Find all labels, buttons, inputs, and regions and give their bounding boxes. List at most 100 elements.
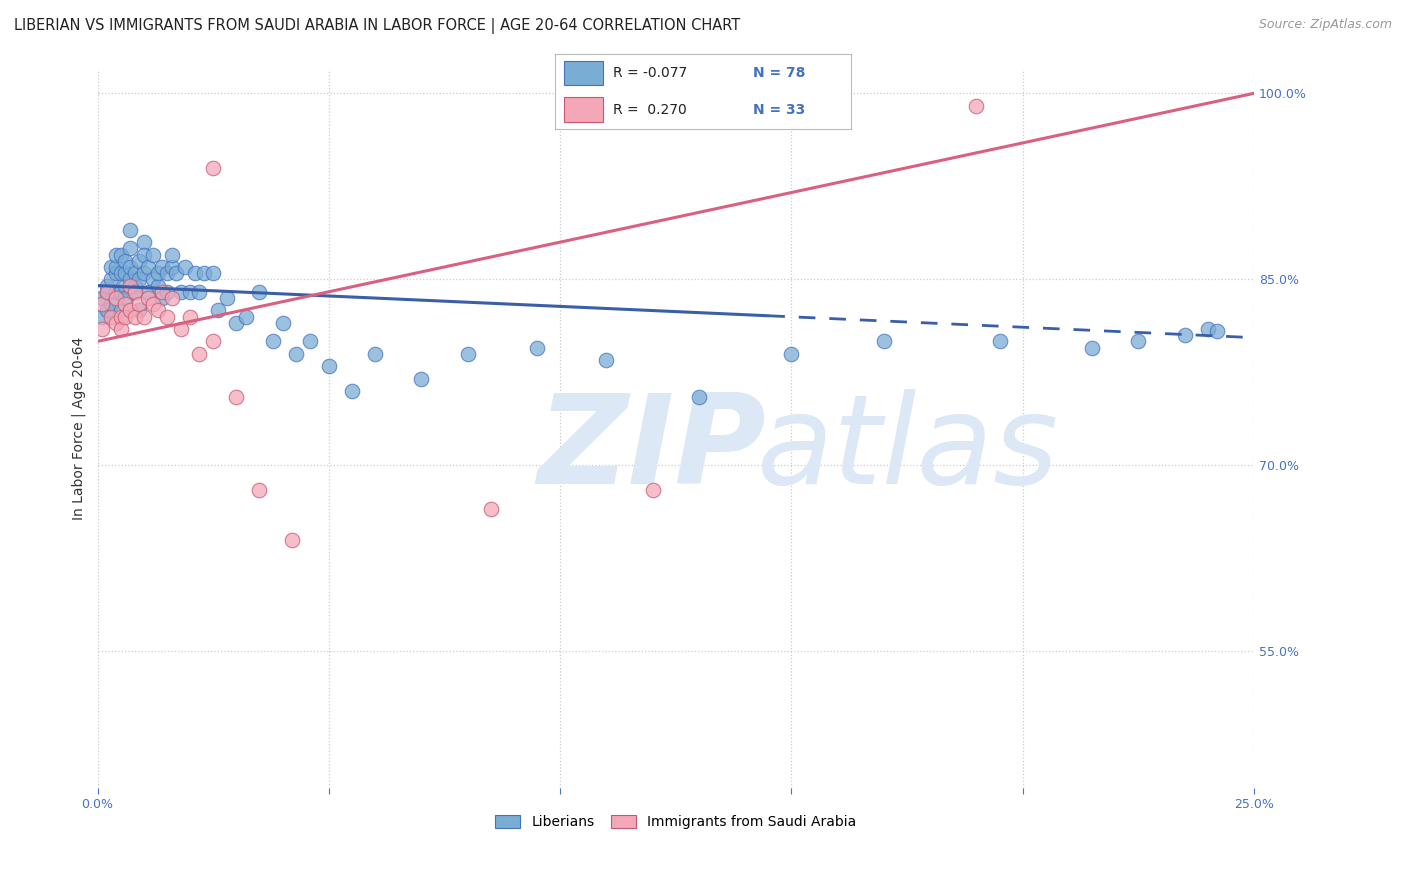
Point [128, 253, 150, 268]
FancyBboxPatch shape [564, 97, 603, 122]
Point [202, 266, 225, 280]
Point [235, 310, 257, 324]
Point [124, 285, 146, 299]
Point [110, 285, 132, 299]
Point [100, 297, 122, 311]
Point [100, 272, 122, 286]
Point [150, 260, 173, 274]
Text: atlas: atlas [756, 389, 1059, 510]
Point [96, 285, 118, 299]
Point [96, 278, 118, 293]
Point [118, 278, 141, 293]
Point [105, 266, 128, 280]
Point [160, 247, 183, 261]
Point [105, 291, 128, 305]
Point [225, 390, 247, 404]
Point [249, 483, 271, 498]
Point [124, 278, 146, 293]
Point [142, 272, 165, 286]
Point [1173, 328, 1195, 343]
Point [118, 260, 141, 274]
Point [124, 310, 146, 324]
Point [988, 334, 1011, 349]
Point [1128, 334, 1150, 349]
Point [1081, 341, 1104, 355]
Point [118, 272, 141, 286]
Text: N = 33: N = 33 [754, 103, 806, 117]
Point [142, 297, 165, 311]
Point [688, 390, 710, 404]
Point [202, 334, 225, 349]
Point [170, 322, 193, 336]
Point [299, 334, 322, 349]
Point [91, 297, 114, 311]
Point [1206, 325, 1229, 339]
Point [262, 334, 284, 349]
Point [188, 285, 211, 299]
Point [114, 278, 136, 293]
Point [110, 303, 132, 318]
Point [124, 266, 146, 280]
Point [873, 334, 896, 349]
Point [114, 297, 136, 311]
Point [285, 347, 308, 361]
Point [160, 260, 183, 274]
Point [110, 322, 132, 336]
Point [150, 285, 173, 299]
Point [132, 310, 155, 324]
Point [118, 223, 141, 237]
Text: N = 78: N = 78 [754, 66, 806, 80]
Point [110, 266, 132, 280]
Point [271, 316, 294, 330]
Point [138, 291, 160, 305]
Point [318, 359, 340, 374]
Point [105, 285, 128, 299]
Point [114, 253, 136, 268]
Point [281, 533, 304, 547]
Point [100, 310, 122, 324]
Point [96, 285, 118, 299]
Point [215, 291, 238, 305]
Point [146, 303, 169, 318]
Point [780, 347, 803, 361]
Point [249, 285, 271, 299]
Point [965, 99, 987, 113]
FancyBboxPatch shape [564, 62, 603, 86]
Text: R = -0.077: R = -0.077 [613, 66, 688, 80]
Point [110, 247, 132, 261]
Point [641, 483, 664, 498]
Point [146, 266, 169, 280]
Point [207, 303, 229, 318]
Point [110, 310, 132, 324]
Point [91, 291, 114, 305]
Point [526, 341, 548, 355]
Point [411, 371, 433, 385]
Point [174, 260, 197, 274]
Point [364, 347, 387, 361]
Point [179, 285, 201, 299]
Point [457, 347, 479, 361]
Point [142, 247, 165, 261]
Text: R =  0.270: R = 0.270 [613, 103, 686, 117]
Point [118, 241, 141, 255]
Point [1197, 322, 1219, 336]
Point [132, 266, 155, 280]
Point [156, 310, 179, 324]
Point [165, 266, 187, 280]
Point [128, 303, 150, 318]
Point [188, 347, 211, 361]
Point [100, 260, 122, 274]
Point [132, 235, 155, 249]
Point [91, 322, 114, 336]
Point [179, 310, 201, 324]
Point [138, 285, 160, 299]
Point [170, 285, 193, 299]
Point [91, 310, 114, 324]
Point [202, 161, 225, 175]
Point [114, 291, 136, 305]
Point [105, 247, 128, 261]
Point [114, 266, 136, 280]
Point [128, 297, 150, 311]
Point [96, 303, 118, 318]
Point [150, 291, 173, 305]
